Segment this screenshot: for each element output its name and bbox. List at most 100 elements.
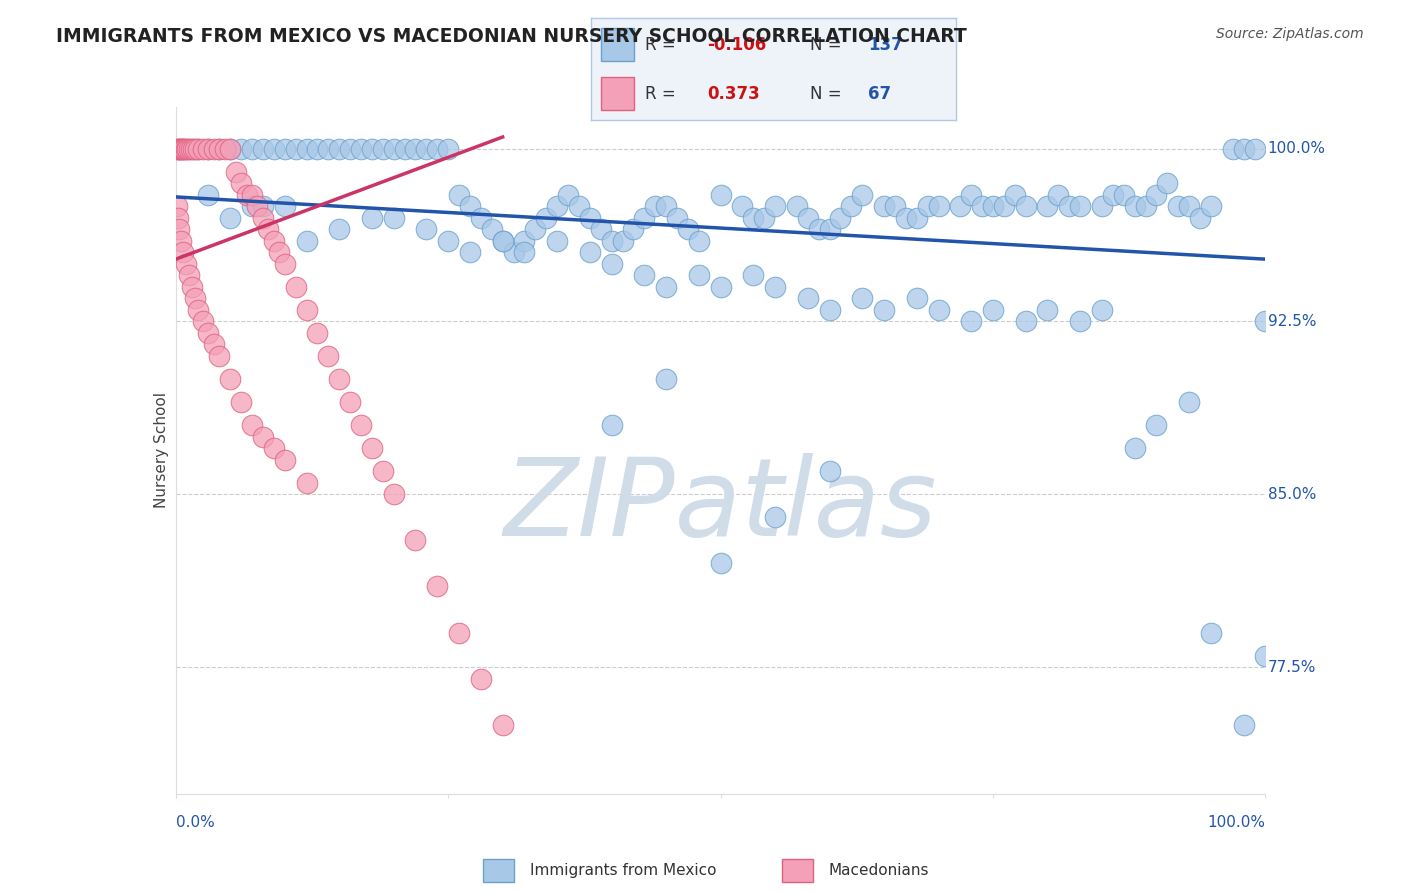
- Bar: [602, 78, 634, 110]
- Point: [1036, 199, 1059, 213]
- Y-axis label: Nursery School: Nursery School: [153, 392, 169, 508]
- Point: [579, 211, 602, 225]
- Point: [235, 187, 257, 202]
- Point: [371, 464, 394, 478]
- Point: [186, 302, 209, 317]
- Point: [181, 142, 204, 156]
- Point: [458, 245, 481, 260]
- Point: [928, 302, 950, 317]
- Point: [191, 142, 214, 156]
- Point: [993, 199, 1015, 213]
- Point: [360, 142, 382, 156]
- Point: [763, 199, 786, 213]
- Point: [202, 142, 225, 156]
- Bar: [482, 859, 515, 882]
- Point: [633, 268, 655, 283]
- Point: [1112, 187, 1135, 202]
- Point: [1091, 199, 1114, 213]
- Point: [1254, 314, 1277, 328]
- Point: [167, 222, 190, 236]
- Text: Source: ZipAtlas.com: Source: ZipAtlas.com: [1216, 27, 1364, 41]
- Point: [295, 234, 318, 248]
- Point: [1232, 717, 1256, 731]
- Point: [307, 142, 329, 156]
- Text: 85.0%: 85.0%: [1268, 487, 1316, 502]
- Point: [600, 257, 623, 271]
- Point: [710, 187, 733, 202]
- Text: ZIPatlas: ZIPatlas: [503, 453, 938, 558]
- Point: [176, 142, 198, 156]
- Point: [1123, 199, 1146, 213]
- Point: [274, 257, 297, 271]
- Point: [710, 557, 733, 571]
- Point: [177, 142, 200, 156]
- Text: 67: 67: [869, 85, 891, 103]
- Point: [960, 187, 983, 202]
- Point: [219, 372, 242, 386]
- Point: [655, 280, 678, 294]
- Point: [197, 142, 219, 156]
- Point: [1254, 648, 1277, 663]
- Point: [177, 268, 200, 283]
- Point: [513, 234, 536, 248]
- Point: [1178, 395, 1201, 409]
- Point: [167, 142, 190, 156]
- Point: [172, 245, 194, 260]
- Point: [851, 291, 873, 305]
- Point: [252, 142, 274, 156]
- Point: [318, 142, 340, 156]
- Text: R =: R =: [645, 36, 676, 54]
- Point: [263, 234, 285, 248]
- Point: [851, 187, 873, 202]
- Point: [589, 222, 612, 236]
- Point: [263, 441, 285, 455]
- Text: IMMIGRANTS FROM MEXICO VS MACEDONIAN NURSERY SCHOOL CORRELATION CHART: IMMIGRANTS FROM MEXICO VS MACEDONIAN NUR…: [56, 27, 967, 45]
- Point: [184, 291, 207, 305]
- Point: [415, 222, 437, 236]
- Point: [807, 222, 830, 236]
- Point: [655, 199, 678, 213]
- Point: [437, 142, 460, 156]
- Point: [676, 222, 699, 236]
- Point: [873, 199, 896, 213]
- Point: [219, 142, 242, 156]
- Point: [818, 222, 841, 236]
- Point: [796, 211, 818, 225]
- Point: [191, 314, 214, 328]
- Point: [426, 579, 449, 593]
- Point: [546, 199, 568, 213]
- Point: [655, 372, 678, 386]
- Point: [481, 222, 503, 236]
- Point: [873, 302, 896, 317]
- Point: [917, 199, 939, 213]
- Point: [470, 211, 492, 225]
- Point: [981, 302, 1004, 317]
- Point: [166, 199, 188, 213]
- Point: [426, 142, 449, 156]
- Point: [1167, 199, 1189, 213]
- Point: [371, 142, 394, 156]
- Point: [1199, 625, 1222, 640]
- Point: [1222, 142, 1244, 156]
- Point: [1036, 302, 1059, 317]
- Point: [219, 211, 242, 225]
- Point: [546, 234, 568, 248]
- Point: [328, 372, 350, 386]
- Point: [167, 211, 190, 225]
- Point: [284, 280, 307, 294]
- Text: 137: 137: [869, 36, 903, 54]
- Point: [818, 302, 841, 317]
- Point: [295, 142, 318, 156]
- Point: [197, 142, 219, 156]
- Point: [328, 142, 350, 156]
- Point: [568, 199, 591, 213]
- Point: [231, 176, 253, 190]
- Point: [492, 717, 515, 731]
- Point: [928, 199, 950, 213]
- Point: [458, 199, 481, 213]
- Text: 100.0%: 100.0%: [1208, 814, 1265, 830]
- Point: [841, 199, 863, 213]
- Point: [513, 245, 536, 260]
- Point: [1156, 176, 1178, 190]
- Point: [240, 418, 263, 433]
